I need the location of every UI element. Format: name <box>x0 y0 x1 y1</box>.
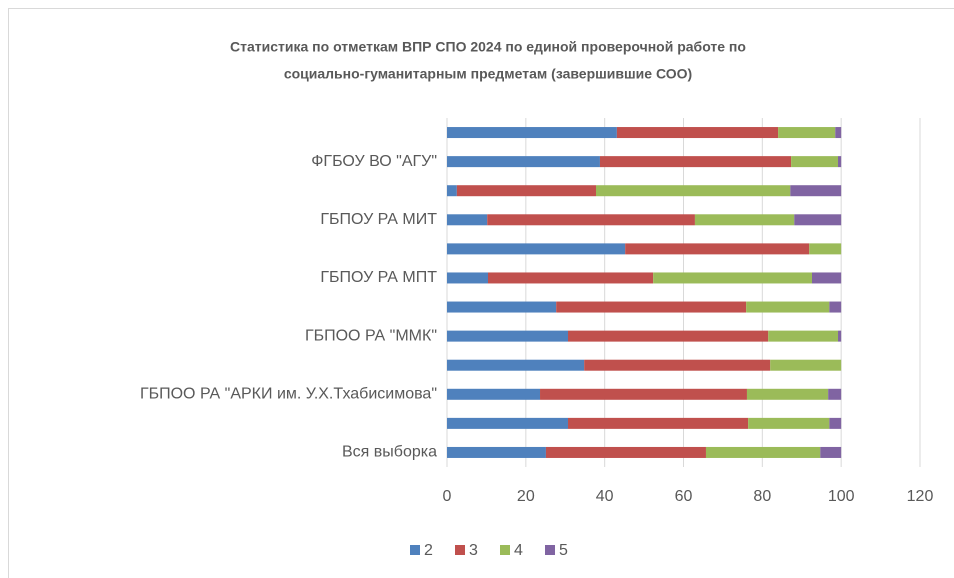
x-tick-label: 100 <box>828 488 855 505</box>
bar-segment <box>447 156 600 168</box>
bar-segment <box>447 359 585 371</box>
y-tick-label: ГБПОУ РА МИТ <box>320 211 437 228</box>
bar-segment <box>794 214 842 226</box>
legend-label: 2 <box>424 542 433 559</box>
bar-segment <box>746 301 830 313</box>
x-tick-label: 0 <box>443 488 452 505</box>
y-tick-label: ГБПОУ РА МПТ <box>320 269 437 286</box>
x-tick-label: 20 <box>517 488 535 505</box>
bar-segment <box>447 388 541 400</box>
bar-segment <box>545 446 706 458</box>
legend-swatch <box>455 545 465 555</box>
chart-title: Статистика по отметкам ВПР СПО 2024 по е… <box>230 39 746 55</box>
y-tick-label: ГБПОО РА "ММК" <box>305 327 437 344</box>
bar-segment <box>447 127 617 139</box>
bar-segment <box>568 417 749 429</box>
x-tick-label: 80 <box>753 488 771 505</box>
bar-segment <box>625 243 810 255</box>
legend-swatch <box>500 545 510 555</box>
bar-segment <box>829 301 842 313</box>
bar-segment <box>487 272 654 284</box>
bar-segment <box>616 127 779 139</box>
bar-segment <box>456 185 596 197</box>
x-tick-label: 40 <box>596 488 614 505</box>
legend-swatch <box>410 545 420 555</box>
bar-segment <box>447 417 569 429</box>
legend-label: 4 <box>514 542 523 559</box>
bar-segment <box>820 446 842 458</box>
bar-segment <box>809 243 842 255</box>
bar-segment <box>835 127 842 139</box>
legend-swatch <box>545 545 555 555</box>
bar-segment <box>829 417 842 429</box>
bar-segment <box>595 185 791 197</box>
bar-segment <box>748 417 830 429</box>
bar-segment <box>447 272 488 284</box>
bar-segment <box>568 330 769 342</box>
bar-segment <box>584 359 771 371</box>
bar-segment <box>556 301 747 313</box>
bar-segment <box>828 388 842 400</box>
bar-segment <box>487 214 695 226</box>
bar-segment <box>447 446 546 458</box>
bar-segment <box>838 156 842 168</box>
chart-border <box>8 8 954 578</box>
bar-segment <box>790 185 842 197</box>
bar-segment <box>811 272 842 284</box>
legend-label: 3 <box>469 542 478 559</box>
x-tick-label: 60 <box>675 488 693 505</box>
x-tick-label: 120 <box>907 488 934 505</box>
bar-segment <box>540 388 747 400</box>
bar-segment <box>778 127 836 139</box>
y-tick-label: Вся выборка <box>342 444 437 461</box>
bar-segment <box>838 330 842 342</box>
bar-segment <box>770 359 842 371</box>
bar-segment <box>447 185 457 197</box>
legend-label: 5 <box>559 542 568 559</box>
chart-title: социально-гуманитарным предметам (заверш… <box>284 66 692 82</box>
bar-segment <box>447 214 488 226</box>
y-tick-label: ГБПОО РА "АРКИ им. У.Х.Тхабисимова" <box>140 386 437 403</box>
bar-segment <box>653 272 812 284</box>
bar-segment <box>447 243 626 255</box>
y-tick-label: ФГБОУ ВО "АГУ" <box>311 153 437 170</box>
bar-segment <box>705 446 821 458</box>
bar-segment <box>599 156 792 168</box>
bar-segment <box>447 301 557 313</box>
bar-segment <box>791 156 839 168</box>
bar-segment <box>447 330 569 342</box>
bar-segment <box>694 214 795 226</box>
bar-segment <box>768 330 839 342</box>
bar-segment <box>746 388 829 400</box>
